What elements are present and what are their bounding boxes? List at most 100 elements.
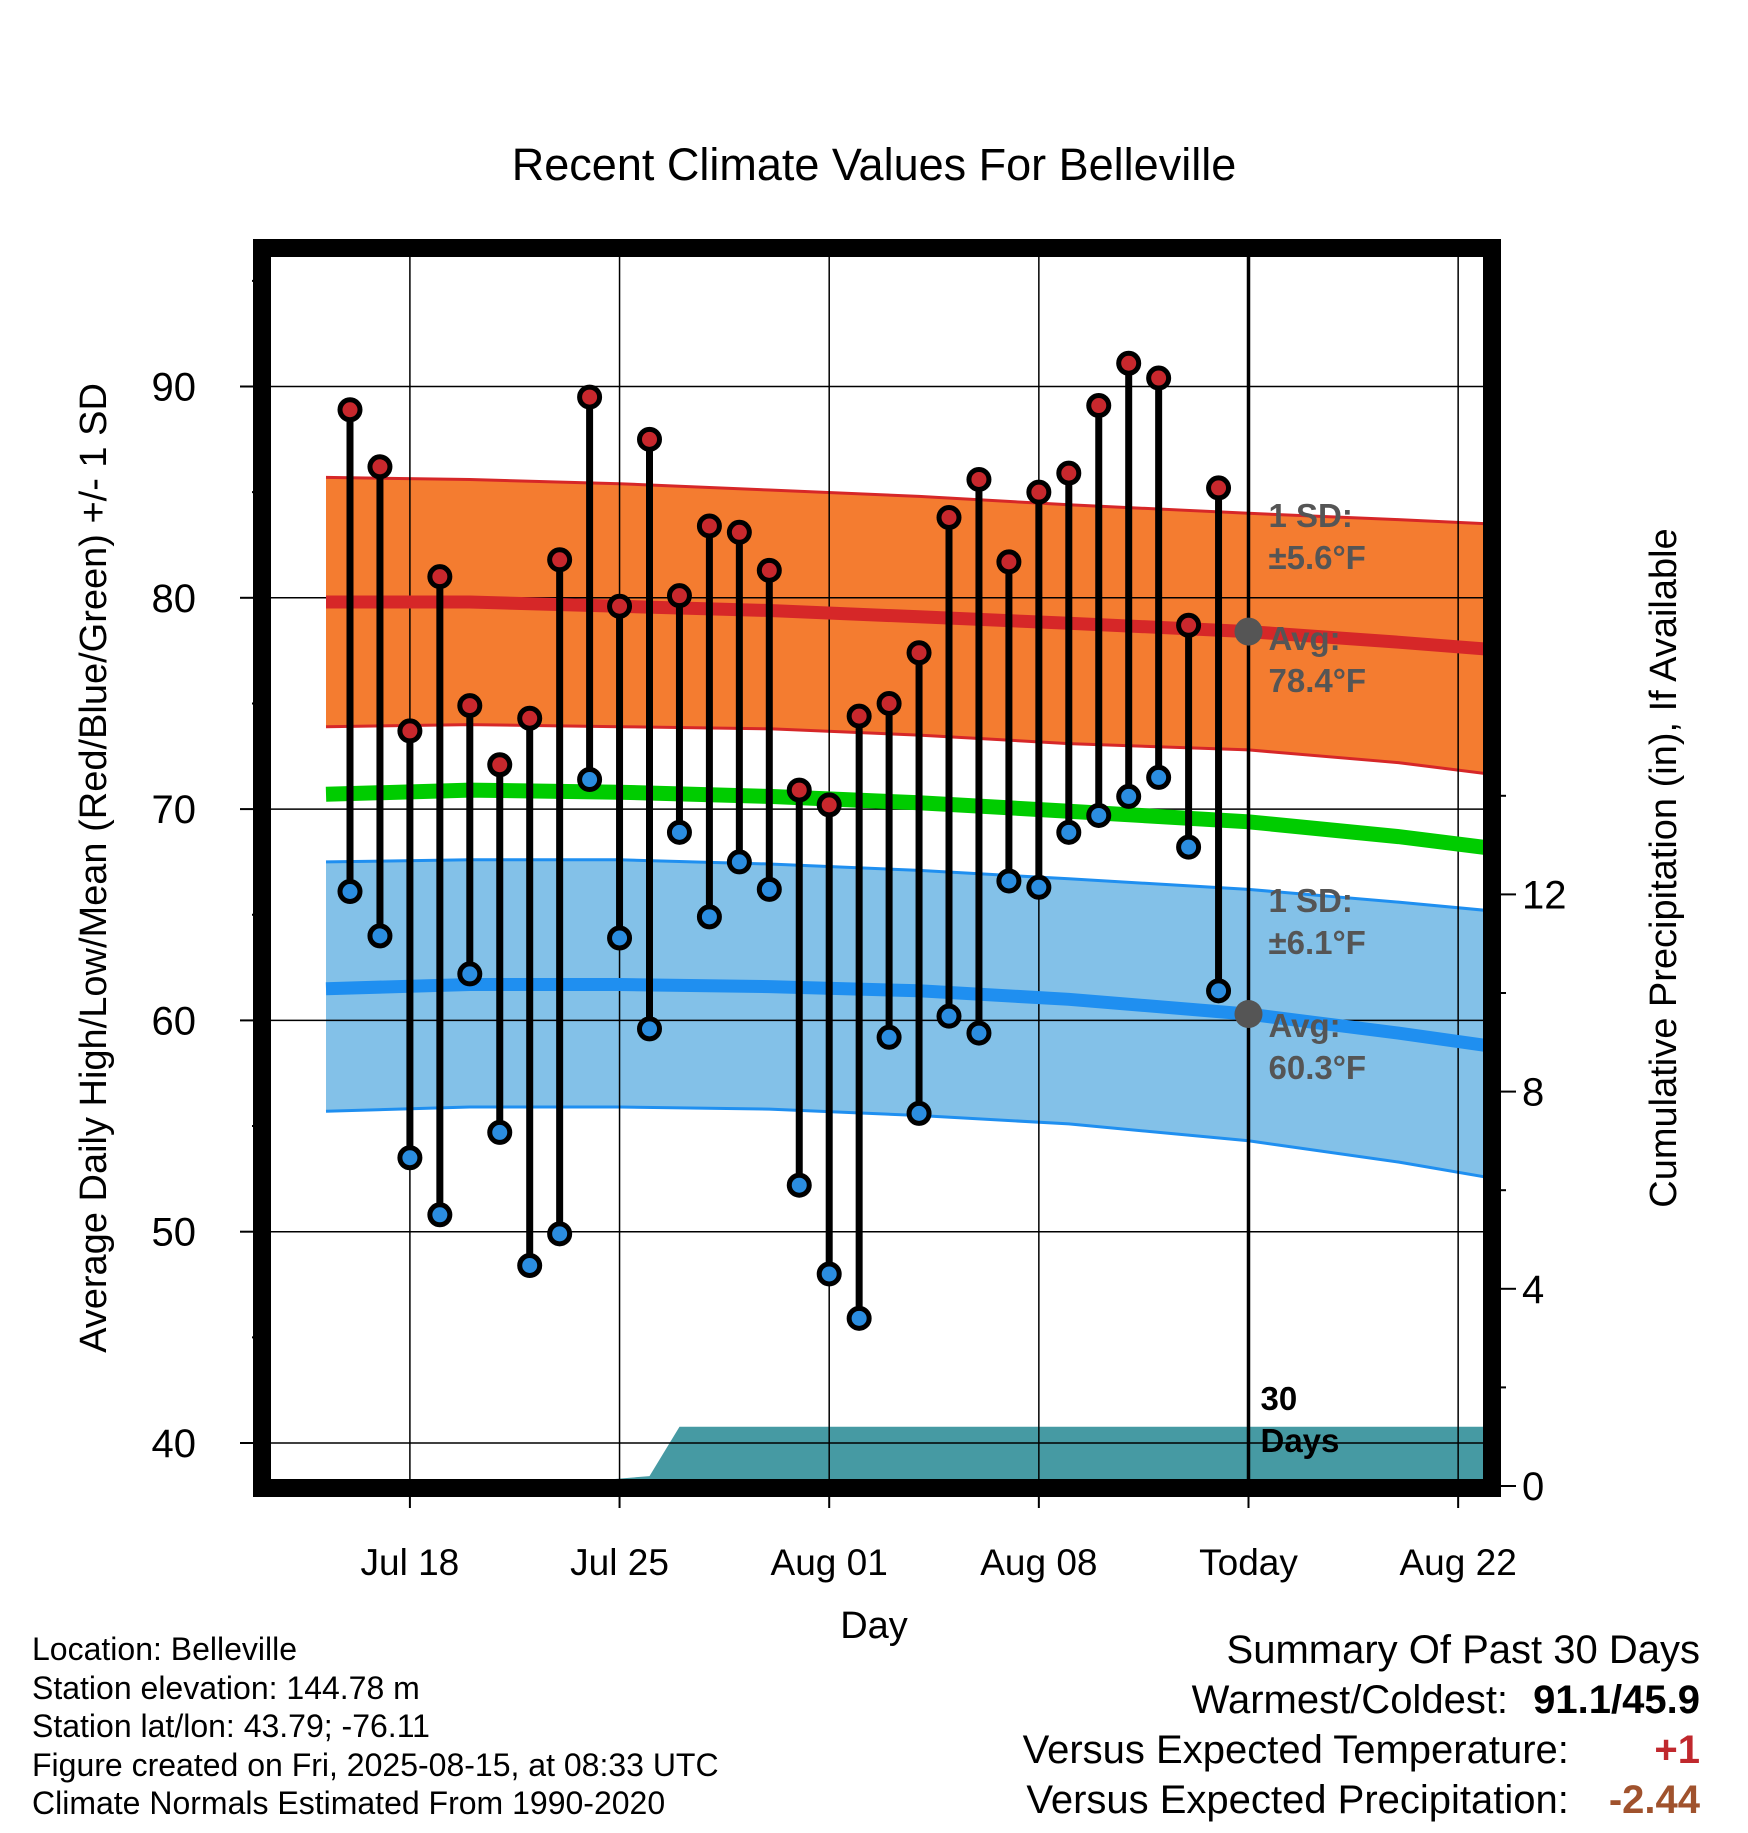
high-point	[337, 397, 363, 423]
low-point	[367, 923, 393, 949]
y2-tick-label: 8	[1522, 1071, 1544, 1115]
high-point	[547, 547, 573, 573]
summary-warmest-row: Warmest/Coldest: 91.1/45.9	[1023, 1675, 1700, 1725]
station-info: Location: Belleville Station elevation: …	[32, 1630, 719, 1823]
y-tick-label: 50	[152, 1211, 197, 1255]
info-created: Figure created on Fri, 2025-08-15, at 08…	[32, 1746, 719, 1783]
x-tick-label: Aug 01	[771, 1542, 888, 1583]
low-point	[816, 1261, 842, 1287]
x-tick-label: Jul 25	[570, 1542, 669, 1583]
low-point	[487, 1119, 513, 1145]
high-point	[696, 513, 722, 539]
low-avg-value: 60.3°F	[1269, 1049, 1367, 1086]
high-point	[726, 519, 752, 545]
low-point	[1086, 802, 1112, 828]
high-point	[1056, 460, 1082, 486]
high-point	[607, 593, 633, 619]
precip-area	[326, 1426, 1492, 1486]
high-point	[367, 454, 393, 480]
today-low-avg-marker	[1234, 1000, 1263, 1029]
low-point	[1116, 783, 1142, 809]
low-point	[1056, 819, 1082, 845]
days-word-label: Days	[1261, 1422, 1340, 1459]
low-point	[547, 1221, 573, 1247]
low-point	[726, 849, 752, 875]
high-avg-value: 78.4°F	[1269, 662, 1367, 699]
y2-tick-label: 0	[1522, 1465, 1544, 1509]
today-high-avg-marker	[1234, 617, 1263, 646]
low-point	[607, 925, 633, 951]
high-point	[666, 583, 692, 609]
summary-panel: Summary Of Past 30 Days Warmest/Coldest:…	[1023, 1625, 1700, 1825]
y-tick-label: 40	[152, 1422, 197, 1466]
high-point	[996, 549, 1022, 575]
low-point	[846, 1305, 872, 1331]
y-tick-label: 70	[152, 788, 197, 832]
low-point	[996, 868, 1022, 894]
low-point	[397, 1145, 423, 1171]
high-point	[1206, 475, 1232, 501]
low-point	[696, 904, 722, 930]
high-point	[906, 640, 932, 666]
summary-warmest-label: Warmest/Coldest:	[1191, 1678, 1509, 1722]
low-point	[786, 1172, 812, 1198]
low-point	[1176, 834, 1202, 860]
high-point	[816, 792, 842, 818]
low-point	[577, 767, 603, 793]
high-point	[457, 693, 483, 719]
info-normals: Climate Normals Estimated From 1990-2020	[32, 1785, 666, 1821]
info-elevation: Station elevation: 144.78 m	[32, 1669, 420, 1706]
normal-high-mean-line	[326, 595, 1492, 657]
high-point	[846, 703, 872, 729]
days-count-label: 30	[1261, 1380, 1298, 1417]
summary-precip-row: Versus Expected Precipitation: -2.44	[1023, 1775, 1700, 1825]
high-point	[966, 466, 992, 492]
y2-tick-label: 4	[1522, 1268, 1544, 1312]
x-tick-label: Aug 08	[980, 1542, 1097, 1583]
high-point	[786, 777, 812, 803]
y-tick-label: 80	[152, 577, 197, 621]
low-point	[427, 1202, 453, 1228]
normal-high-upper-line	[325, 475, 1492, 526]
high-point	[577, 384, 603, 410]
y-axis-label: Average Daily High/Low/Mean (Red/Blue/Gr…	[73, 383, 115, 1353]
summary-precip-label: Versus Expected Precipitation:	[1026, 1778, 1569, 1822]
low-point	[906, 1100, 932, 1126]
plot-area	[262, 248, 1492, 1488]
chart-title: Recent Climate Values For Belleville	[512, 139, 1236, 190]
high-point	[1176, 612, 1202, 638]
x-tick-label: Jul 18	[361, 1542, 460, 1583]
high-point	[756, 557, 782, 583]
x-tick-label: Today	[1199, 1542, 1298, 1583]
low-point	[637, 1016, 662, 1042]
high-sd-label: 1 SD:	[1269, 497, 1353, 534]
low-point	[876, 1024, 902, 1050]
high-avg-label: Avg:	[1269, 620, 1341, 657]
low-point	[517, 1253, 543, 1279]
high-sd-value: ±5.6°F	[1269, 539, 1366, 576]
low-sd-label: 1 SD:	[1269, 882, 1353, 919]
low-avg-label: Avg:	[1269, 1007, 1341, 1044]
x-axis-label: Day	[840, 1605, 908, 1647]
x-tick-label: Aug 22	[1400, 1542, 1517, 1583]
high-point	[637, 426, 662, 452]
high-point	[876, 690, 902, 716]
info-latlon: Station lat/lon: 43.79; -76.11	[32, 1708, 430, 1744]
summary-precip-value: -2.44	[1608, 1778, 1700, 1822]
y2-tick-label: 12	[1522, 873, 1567, 917]
normal-mean-line	[325, 782, 1492, 856]
info-location: Location: Belleville	[32, 1631, 298, 1667]
summary-warmest-value: 91.1/45.9	[1533, 1678, 1700, 1722]
low-point	[966, 1020, 992, 1046]
plot-frame	[253, 239, 1501, 1497]
y-tick-label: 90	[152, 366, 197, 410]
low-point	[1146, 764, 1172, 790]
summary-temp-row: Versus Expected Temperature: +1	[1023, 1725, 1700, 1775]
high-point	[1146, 365, 1172, 391]
low-point	[756, 876, 782, 902]
summary-temp-value: +1	[1654, 1728, 1700, 1772]
high-point	[936, 505, 962, 531]
low-point	[457, 961, 483, 987]
